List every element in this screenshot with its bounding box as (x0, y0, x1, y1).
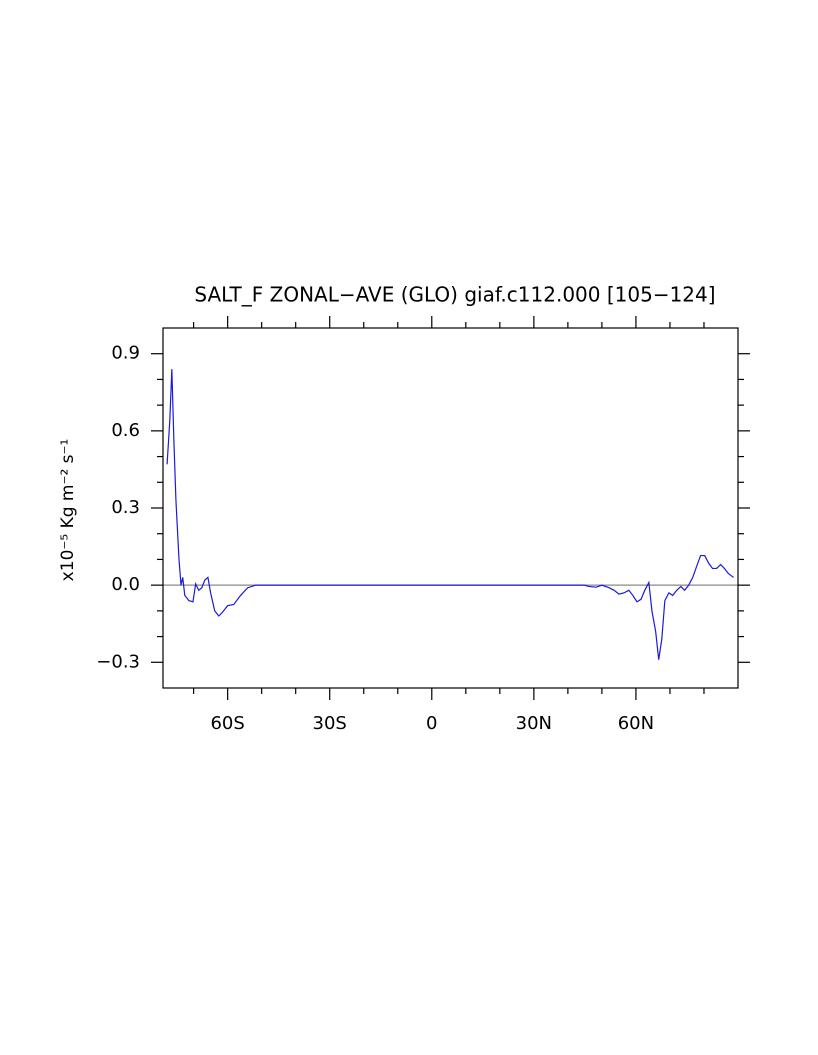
y-tick-label: 0.0 (111, 574, 140, 595)
x-tick-label: 60N (618, 713, 654, 734)
y-tick-label: 0.6 (111, 420, 140, 441)
x-tick-label: 60S (210, 713, 244, 734)
y-tick-label: 0.9 (111, 343, 140, 364)
x-tick-label: 0 (426, 713, 437, 734)
y-tick-label: 0.3 (111, 497, 140, 518)
y-axis-label: x10⁻⁵ Kg m⁻² s⁻¹ (58, 439, 78, 582)
y-tick-label: −0.3 (96, 651, 140, 672)
x-tick-label: 30N (516, 713, 552, 734)
chart-title: SALT_F ZONAL−AVE (GLO) giaf.c112.000 [10… (194, 283, 715, 307)
plot-frame (162, 327, 739, 689)
x-tick-label: 30S (313, 713, 347, 734)
data-line (166, 369, 734, 660)
